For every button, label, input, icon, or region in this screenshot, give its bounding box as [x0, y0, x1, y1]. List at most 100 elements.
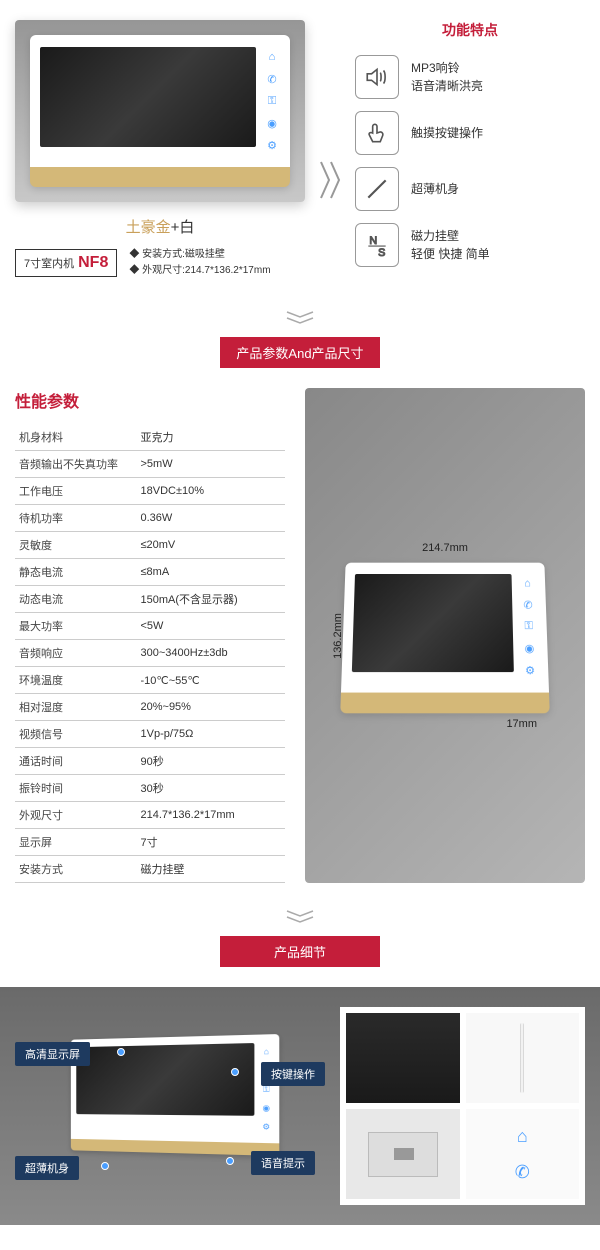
spec-table: 性能参数 机身材料亚克力音频输出不失真功率>5mW工作电压18VDC±10%待机…: [15, 388, 285, 883]
key-icon: ⚿: [266, 95, 278, 107]
slim-icon: [355, 167, 399, 211]
spec-row: 显示屏7寸: [15, 829, 285, 856]
spec-val: <5W: [137, 613, 286, 640]
spec-val: >5mW: [137, 451, 286, 478]
callout-voice: 语音提示: [251, 1151, 315, 1175]
spec-row: 最大功率<5W: [15, 613, 285, 640]
color-gold: 土豪金: [126, 219, 171, 236]
spec-val: 90秒: [137, 748, 286, 775]
color-white: 白: [179, 219, 194, 236]
product-card: ⌂ ✆ ⚿ ◉ ⚙ 土豪金+白 7寸室内机 NF8 ◆ 安装方式:磁吸挂壁 ◆ …: [15, 20, 305, 279]
spec-row: 音频输出不失真功率>5mW: [15, 451, 285, 478]
spec-key: 相对湿度: [15, 694, 137, 721]
details-section: ⌂✆⚿◉⚙ 高清显示屏 超薄机身 按键操作 语音提示 ⌂✆: [0, 987, 600, 1225]
feature-item: NS磁力挂壁轻便 快捷 简单: [355, 223, 585, 267]
callout-screen: 高清显示屏: [15, 1042, 90, 1066]
spec-line-1: ◆ 安装方式:磁吸挂壁: [129, 247, 270, 263]
spec-val: -10℃~55℃: [137, 667, 286, 694]
spec-val: 亚克力: [137, 424, 286, 451]
detail-callout-image: ⌂✆⚿◉⚙ 高清显示屏 超薄机身 按键操作 语音提示: [15, 1007, 325, 1205]
spec-row: 视频信号1Vp-p/75Ω: [15, 721, 285, 748]
model-prefix: 7寸室内机: [24, 255, 74, 271]
callout-slim: 超薄机身: [15, 1156, 79, 1180]
spec-val: 20%~95%: [137, 694, 286, 721]
spec-row: 相对湿度20%~95%: [15, 694, 285, 721]
gear-icon: ⚙: [266, 139, 278, 151]
spec-val: 18VDC±10%: [137, 478, 286, 505]
divider-2: [0, 903, 600, 936]
spec-row: 静态电流≤8mA: [15, 559, 285, 586]
dim-monitor: 214.7mm 136.2mm ⌂✆⚿◉⚙ 17mm: [343, 560, 547, 712]
spec-row: 待机功率0.36W: [15, 505, 285, 532]
spec-row: 通话时间90秒: [15, 748, 285, 775]
feature-item: MP3响铃语音清晰洪亮: [355, 55, 585, 99]
spec-row: 安装方式磁力挂壁: [15, 856, 285, 883]
spec-key: 外观尺寸: [15, 802, 137, 829]
spec-val: 30秒: [137, 775, 286, 802]
spec-val: 150mA(不含显示器): [137, 586, 286, 613]
product-image: ⌂ ✆ ⚿ ◉ ⚙: [15, 20, 305, 202]
spec-key: 静态电流: [15, 559, 137, 586]
spec-val: ≤8mA: [137, 559, 286, 586]
spec-val: 300~3400Hz±3db: [137, 640, 286, 667]
feature-text: 触摸按键操作: [411, 124, 483, 142]
banner-details: 产品细节: [220, 936, 380, 967]
spec-val: ≤20mV: [137, 532, 286, 559]
speaker-icon: [355, 55, 399, 99]
spec-key: 待机功率: [15, 505, 137, 532]
spec-key: 音频响应: [15, 640, 137, 667]
arrow-divider: [315, 20, 345, 279]
spec-row: 机身材料亚克力: [15, 424, 285, 451]
feature-text: 超薄机身: [411, 180, 459, 198]
spec-key: 通话时间: [15, 748, 137, 775]
color-label: 土豪金+白: [15, 216, 305, 237]
dim-width: 214.7mm: [422, 542, 468, 554]
grid-front: [346, 1013, 460, 1103]
spec-row: 音频响应300~3400Hz±3db: [15, 640, 285, 667]
grid-icons: ⌂✆: [466, 1109, 580, 1199]
spec-val: 0.36W: [137, 505, 286, 532]
spec-key: 显示屏: [15, 829, 137, 856]
svg-text:S: S: [378, 247, 385, 258]
spec-row: 振铃时间30秒: [15, 775, 285, 802]
phone-icon: ✆: [266, 73, 278, 85]
magnet-icon: NS: [355, 223, 399, 267]
grid-side: [466, 1013, 580, 1103]
spec-key: 最大功率: [15, 613, 137, 640]
spec-line-2: ◆ 外观尺寸:214.7*136.2*17mm: [129, 263, 270, 279]
spec-row: 外观尺寸214.7*136.2*17mm: [15, 802, 285, 829]
spec-key: 动态电流: [15, 586, 137, 613]
spec-row: 动态电流150mA(不含显示器): [15, 586, 285, 613]
spec-title: 性能参数: [15, 388, 285, 412]
model-code: NF8: [78, 254, 108, 272]
spec-key: 视频信号: [15, 721, 137, 748]
touch-icon: [355, 111, 399, 155]
spec-key: 音频输出不失真功率: [15, 451, 137, 478]
spec-val: 7寸: [137, 829, 286, 856]
model-row: 7寸室内机 NF8 ◆ 安装方式:磁吸挂壁 ◆ 外观尺寸:214.7*136.2…: [15, 247, 305, 279]
spec-key: 机身材料: [15, 424, 137, 451]
spec-val: 磁力挂壁: [137, 856, 286, 883]
divider-1: [0, 304, 600, 337]
features-title: 功能特点: [355, 20, 585, 40]
mini-specs: ◆ 安装方式:磁吸挂壁 ◆ 外观尺寸:214.7*136.2*17mm: [129, 247, 270, 279]
banner-specs: 产品参数And产品尺寸: [220, 337, 380, 368]
feature-item: 触摸按键操作: [355, 111, 585, 155]
feature-text: MP3响铃语音清晰洪亮: [411, 59, 483, 95]
dimension-image: 214.7mm 136.2mm ⌂✆⚿◉⚙ 17mm: [305, 388, 585, 883]
specs-section: 性能参数 机身材料亚克力音频输出不失真功率>5mW工作电压18VDC±10%待机…: [0, 388, 600, 903]
features-panel: 功能特点 MP3响铃语音清晰洪亮触摸按键操作超薄机身 NS磁力挂壁轻便 快捷 简单: [355, 20, 585, 279]
spec-row: 工作电压18VDC±10%: [15, 478, 285, 505]
model-box: 7寸室内机 NF8: [15, 249, 117, 277]
feature-item: 超薄机身: [355, 167, 585, 211]
device-screen: [40, 47, 256, 147]
spec-val: 1Vp-p/75Ω: [137, 721, 286, 748]
spec-key: 灵敏度: [15, 532, 137, 559]
spec-row: 灵敏度≤20mV: [15, 532, 285, 559]
dim-depth: 17mm: [506, 718, 537, 730]
spec-key: 环境温度: [15, 667, 137, 694]
spec-key: 工作电压: [15, 478, 137, 505]
spec-table-body: 机身材料亚克力音频输出不失真功率>5mW工作电压18VDC±10%待机功率0.3…: [15, 424, 285, 883]
spec-key: 振铃时间: [15, 775, 137, 802]
hero-section: ⌂ ✆ ⚿ ◉ ⚙ 土豪金+白 7寸室内机 NF8 ◆ 安装方式:磁吸挂壁 ◆ …: [0, 0, 600, 304]
